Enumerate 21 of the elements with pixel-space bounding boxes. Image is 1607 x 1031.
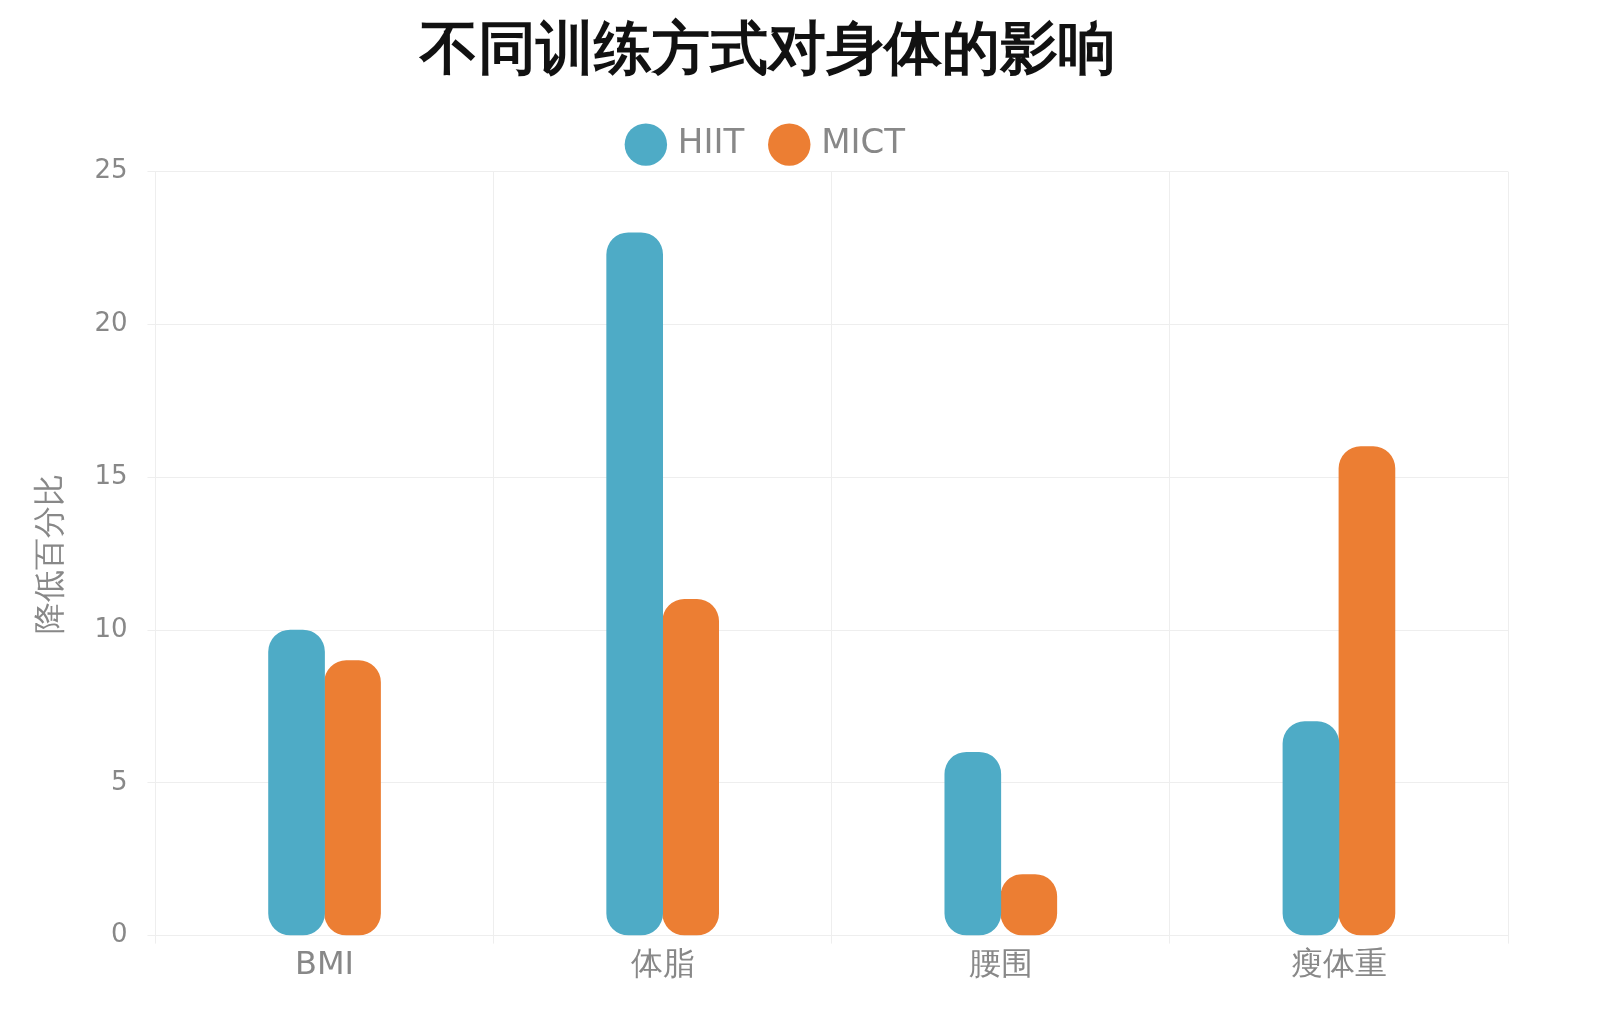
y-tick-label: 0 <box>110 918 128 949</box>
y-tick-label: 10 <box>94 612 128 643</box>
chart-title: 不同训练方式对身体的影响 <box>418 13 1116 82</box>
y-tick-label: 20 <box>94 307 128 338</box>
legend-label: HIIT <box>677 121 745 162</box>
bar <box>1282 721 1340 936</box>
y-axis-title: 降低百分比 <box>29 473 68 634</box>
bar <box>268 629 325 936</box>
legend-label: MICT <box>821 121 906 162</box>
bar <box>944 751 1002 936</box>
bar <box>1338 446 1396 936</box>
x-tick-label: 瘦体重 <box>1290 944 1387 983</box>
bar <box>662 599 720 936</box>
bar <box>606 232 664 936</box>
bar <box>324 660 381 936</box>
x-tick-label: 体脂 <box>630 944 695 983</box>
y-tick-label: 25 <box>94 154 128 185</box>
y-tick-label: 5 <box>110 765 128 796</box>
x-tick-label: 腰围 <box>968 944 1033 983</box>
y-tick-label: 15 <box>94 459 128 490</box>
x-tick-label: BMI <box>295 944 355 983</box>
